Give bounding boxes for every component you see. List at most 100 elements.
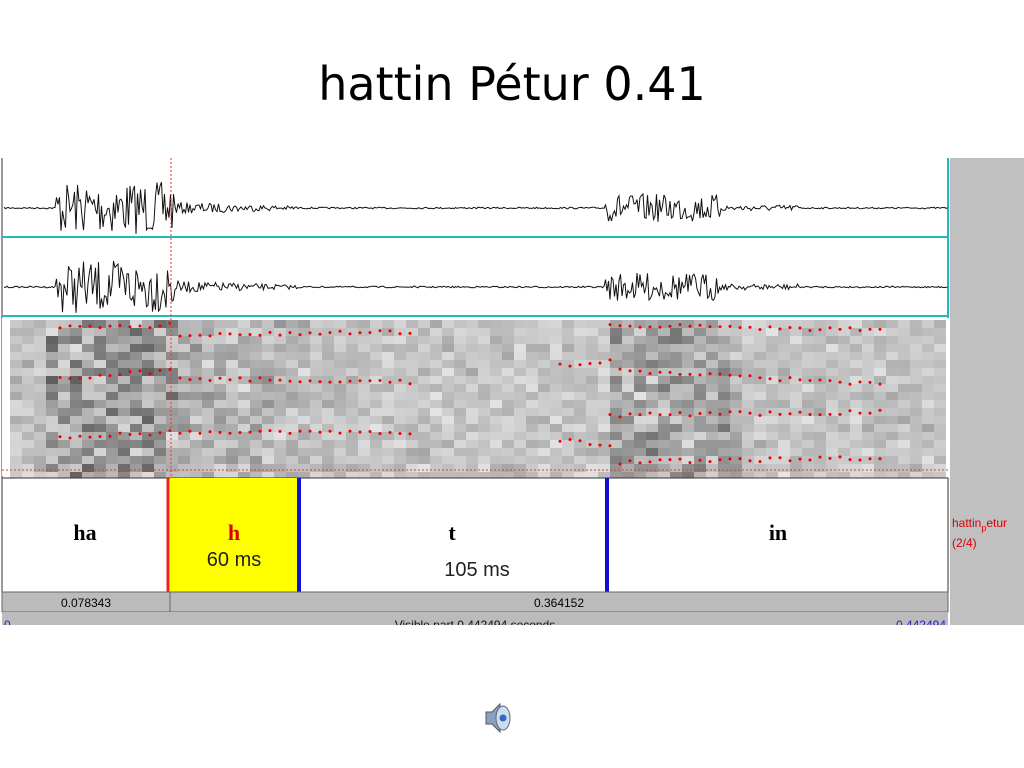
spectrogram-cell [202,432,214,440]
spectrogram-cell [802,344,814,352]
spectrogram-cell [118,408,130,416]
spectrogram-cell [526,448,538,456]
spectrogram-cell [910,408,922,416]
spectrogram-cell [706,320,718,328]
spectrogram-cell [682,384,694,392]
formant-dot [858,458,862,462]
spectrogram-cell [802,416,814,424]
formant-dot [308,379,312,383]
formant-dot [778,379,782,383]
spectrogram-cell [334,320,346,328]
selected-interval[interactable] [170,478,298,592]
spectrogram-cell [58,408,70,416]
visible-bar[interactable] [2,612,948,625]
spectrogram-cell [766,368,778,376]
spectrogram-cell [634,416,646,424]
spectrogram-cell [346,408,358,416]
spectrogram-cell [538,432,550,440]
spectrogram-cell [826,408,838,416]
spectrogram-cell [478,384,490,392]
spectrogram-cell [670,472,682,480]
spectrogram-cell [598,440,610,448]
spectrogram-cell [214,360,226,368]
spectrogram-cell [766,392,778,400]
formant-dot [558,362,562,366]
spectrogram-cell [202,456,214,464]
spectrogram-cell [454,400,466,408]
spectrogram-cell [694,424,706,432]
spectrogram-cell [262,440,274,448]
spectrogram-cell [586,352,598,360]
spectrogram-cell [694,448,706,456]
spectrogram-cell [466,376,478,384]
spectrogram-cell [622,416,634,424]
spectrogram-cell [586,392,598,400]
spectrogram-cell [766,440,778,448]
spectrogram-cell [334,424,346,432]
formant-dot [868,457,872,461]
spectrogram-cell [874,384,886,392]
spectrogram-cell [598,456,610,464]
formant-dot [578,439,582,443]
speaker-icon[interactable] [485,702,511,734]
spectrogram-cell [682,456,694,464]
spectrogram-cell [178,464,190,472]
spectrogram-cell [694,440,706,448]
spectrogram-cell [370,400,382,408]
formant-dot [618,462,622,466]
spectrogram-cell [730,432,742,440]
spectrogram-cell [718,384,730,392]
spectrogram-cell [58,400,70,408]
spectrogram-cell [274,416,286,424]
spectrogram-cell [466,408,478,416]
spectrogram-cell [58,344,70,352]
spectrogram-cell [214,448,226,456]
spectrogram-cell [478,336,490,344]
spectrogram-cell [598,360,610,368]
spectrogram-cell [622,472,634,480]
spectrogram-cell [706,360,718,368]
spectrogram-cell [58,472,70,480]
spectrogram-cell [850,384,862,392]
spectrogram-cell [562,408,574,416]
formant-dot [678,457,682,461]
tier-name[interactable]: hattinpetur [952,516,1007,533]
spectrogram-cell [130,472,142,480]
spectrogram-cell [418,360,430,368]
spectrogram-cell [226,416,238,424]
spectrogram-cell [730,368,742,376]
spectrogram-cell [550,424,562,432]
spectrogram-cell [538,328,550,336]
spectrogram-cell [790,328,802,336]
formant-dot [298,429,302,433]
spectrogram-cell [886,448,898,456]
spectrogram-cell [250,392,262,400]
spectrogram-cell [838,352,850,360]
spectrogram-cell [442,472,454,480]
spectrogram-cell [166,416,178,424]
spectrogram-cell [298,408,310,416]
spectrogram-cell [478,352,490,360]
spectrogram-cell [394,432,406,440]
spectrogram-cell [70,328,82,336]
formant-dot [138,369,142,373]
spectrogram-cell [178,416,190,424]
spectrogram-cell [634,400,646,408]
spectrogram-cell [382,320,394,328]
spectrogram-cell [226,384,238,392]
spectrogram-cell [382,472,394,480]
spectrogram-cell [130,416,142,424]
spectrogram-cell [850,352,862,360]
spectrogram-cell [22,368,34,376]
spectrogram-cell [154,352,166,360]
spectrogram-cell [334,472,346,480]
formant-dot [598,443,602,447]
spectrogram-cell [22,344,34,352]
spectrogram-cell [754,432,766,440]
spectrogram-cell [514,416,526,424]
spectrogram-cell [190,408,202,416]
spectrogram-cell [238,472,250,480]
formant-dot [238,333,242,337]
spectrogram-cell [322,336,334,344]
